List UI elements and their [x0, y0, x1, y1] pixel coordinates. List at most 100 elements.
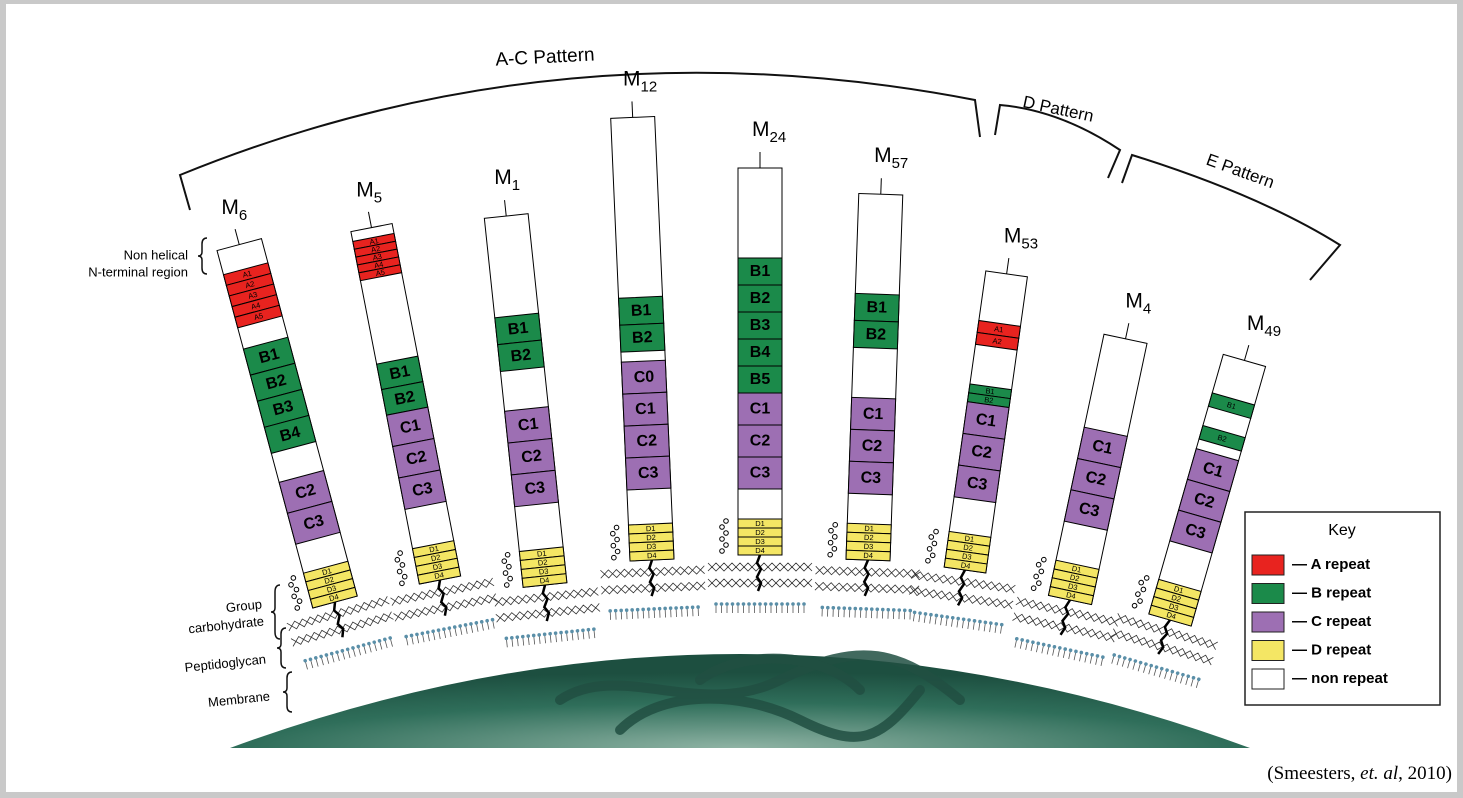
segment-label: D3 — [864, 542, 874, 551]
carbohydrate — [615, 549, 620, 554]
carbohydrate — [1039, 569, 1044, 574]
membrane-head — [802, 602, 806, 606]
key-swatch — [1252, 584, 1284, 604]
membrane-head — [791, 602, 795, 606]
protein-label-base: M — [1247, 311, 1265, 334]
segment-label: D3 — [646, 542, 656, 551]
membrane-head — [742, 602, 746, 606]
stalk — [632, 101, 633, 117]
segment-label: D3 — [755, 537, 765, 546]
protein-label-sub: 5 — [374, 189, 382, 206]
membrane-head — [758, 602, 762, 606]
membrane-head — [736, 602, 740, 606]
key-swatch — [1252, 669, 1284, 689]
segment-label: D4 — [539, 576, 549, 586]
segment-label: C3 — [524, 479, 546, 498]
protein-label-base: M — [752, 118, 770, 141]
protein-label-base: M — [1125, 289, 1143, 312]
segment-label: B2 — [865, 326, 886, 344]
carbohydrate — [291, 575, 297, 581]
citation-part: (Smeesters, — [1267, 763, 1360, 784]
carbohydrate — [828, 540, 833, 545]
carbohydrate — [294, 587, 300, 593]
membrane-head — [747, 602, 751, 606]
carbohydrate — [397, 569, 402, 574]
carbohydrate — [399, 581, 404, 586]
key-swatch — [1252, 641, 1284, 661]
carbohydrate — [1041, 557, 1046, 562]
carbohydrate — [615, 537, 620, 542]
membrane-head — [780, 602, 784, 606]
region-label: N-terminal region — [88, 264, 188, 279]
segment-label: C0 — [633, 368, 654, 386]
membrane-head — [714, 602, 718, 606]
membrane-head — [731, 602, 735, 606]
key: Key — A repeat— B repeat— C repeat— D re… — [1245, 512, 1440, 705]
segment-label: D4 — [960, 560, 971, 570]
protein-label-sub: 24 — [770, 129, 787, 146]
membrane-head — [775, 602, 779, 606]
protein-label-base: M — [1004, 224, 1022, 247]
protein-label-base: M — [221, 195, 239, 218]
segment-label: D2 — [755, 528, 765, 537]
protein-label-sub: 57 — [892, 155, 909, 172]
key-label: — C repeat — [1292, 613, 1371, 630]
carbohydrate — [930, 553, 935, 558]
segment-label: D1 — [864, 524, 874, 533]
segment-label: A5 — [375, 267, 386, 278]
segment-label: C3 — [750, 465, 771, 482]
protein-label-sub: 53 — [1021, 235, 1038, 252]
segment-label: B1 — [866, 299, 887, 317]
segment-label: A2 — [992, 336, 1002, 346]
segment-label: B3 — [750, 317, 771, 334]
carbohydrate — [288, 582, 294, 588]
carbohydrate — [1036, 580, 1041, 585]
segment-label: B1 — [750, 263, 771, 280]
segment-label: D2 — [646, 533, 656, 542]
segment-label: B5 — [750, 371, 771, 388]
carbohydrate — [1033, 574, 1038, 579]
membrane-head — [764, 602, 768, 606]
segment-label: C1 — [975, 411, 998, 431]
segment-label: D2 — [864, 533, 874, 542]
segment-label: C1 — [635, 400, 656, 418]
segment-label: C1 — [750, 401, 771, 418]
key-label: — A repeat — [1292, 556, 1370, 573]
segment-label: D1 — [646, 524, 656, 533]
carbohydrate — [1031, 585, 1036, 590]
diagram: A-C Pattern D Pattern E Pattern Non heli… — [0, 0, 1463, 798]
key-label: — B repeat — [1292, 584, 1371, 601]
key-swatch — [1252, 555, 1284, 575]
protein-label-sub: 6 — [239, 207, 247, 224]
carbohydrate — [720, 549, 725, 554]
segment-label: D1 — [755, 519, 765, 528]
carbohydrate — [503, 571, 508, 576]
key-title: Key — [1328, 522, 1356, 539]
segment-label: C3 — [860, 469, 881, 487]
protein-label-sub: 1 — [512, 177, 520, 194]
page: A-C Pattern D Pattern E Pattern Non heli… — [0, 0, 1463, 798]
carbohydrate — [397, 550, 402, 555]
carbohydrate — [611, 543, 616, 548]
carbohydrate — [506, 564, 511, 569]
carbohydrate — [720, 537, 725, 542]
carbohydrate — [724, 543, 729, 548]
segment-label: C2 — [750, 433, 771, 450]
protein-label-base: M — [874, 144, 892, 167]
segment-label: D4 — [647, 551, 657, 560]
carbohydrate — [724, 519, 729, 524]
carbohydrate — [828, 552, 833, 557]
citation: (Smeesters, et. al, 2010) — [1267, 763, 1452, 784]
segment-label: C2 — [636, 432, 657, 450]
segment-label: B2 — [750, 290, 771, 307]
segment-label: D4 — [755, 546, 765, 555]
carbohydrate — [833, 522, 838, 527]
protein-label-base: M — [356, 178, 374, 201]
segment-label: C2 — [970, 443, 993, 463]
membrane-head — [797, 602, 801, 606]
carbohydrate — [1036, 562, 1041, 567]
segment-label: C2 — [861, 437, 882, 455]
segment-label: C1 — [863, 405, 884, 423]
key-label: — non repeat — [1292, 670, 1388, 687]
carbohydrate — [720, 525, 725, 530]
